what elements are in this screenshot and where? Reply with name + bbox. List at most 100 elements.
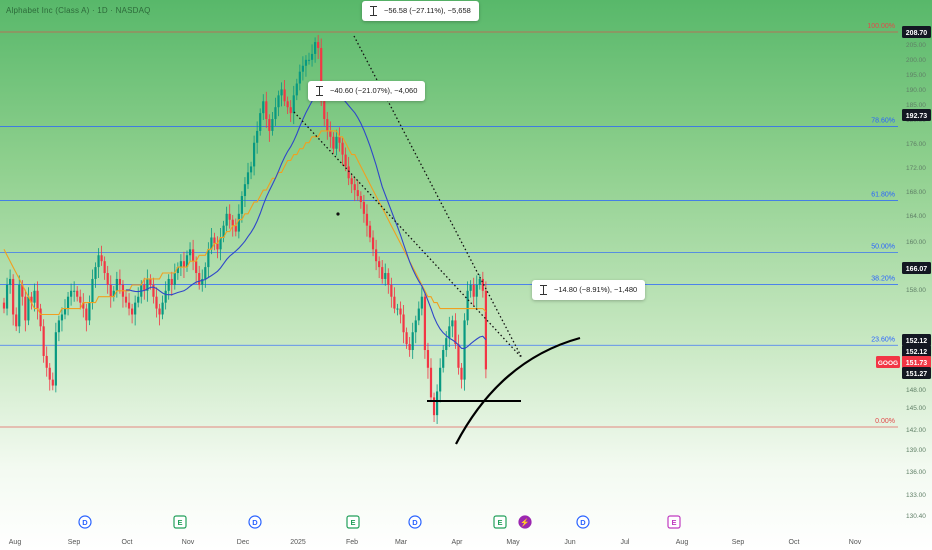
candle-body <box>280 89 283 96</box>
earnings-marker-letter: E <box>177 518 182 527</box>
dividend-marker[interactable] <box>78 515 92 529</box>
candle-body <box>97 255 100 268</box>
dividend-marker-letter: D <box>412 518 418 527</box>
candle-body <box>378 261 381 268</box>
candle-body <box>91 278 94 303</box>
dividend-marker[interactable] <box>408 515 422 529</box>
measure-label-right[interactable]: −14.80 (−8.91%), −1,480 <box>532 280 646 300</box>
earnings-marker[interactable] <box>173 515 187 529</box>
measure-line-mid[interactable] <box>293 111 523 359</box>
candle-body <box>432 397 436 416</box>
time-axis-label: Jun <box>564 539 575 546</box>
candle-body <box>359 196 362 202</box>
price-axis-tick: 130.40 <box>906 513 926 520</box>
candle-body <box>411 332 414 351</box>
candle-body <box>204 267 207 279</box>
time-axis-label: Nov <box>182 539 195 546</box>
candle-body <box>314 42 317 54</box>
candle-body <box>448 326 451 339</box>
price-axis-tick: 176.00 <box>906 141 926 148</box>
candle-body <box>256 130 259 143</box>
candle-body <box>481 278 484 291</box>
price-tag-value: 152.12 <box>906 349 928 356</box>
candle-body <box>2 302 6 309</box>
earnings-marker[interactable] <box>493 515 507 529</box>
time-axis-label: Oct <box>789 539 800 546</box>
candle-body <box>51 379 54 386</box>
candle-body <box>463 320 466 380</box>
candle-body <box>335 136 338 149</box>
candle-body <box>185 255 189 268</box>
price-axis-tick: 172.00 <box>906 165 926 172</box>
candle-body <box>475 284 478 297</box>
earnings-marker[interactable] <box>667 515 681 529</box>
price-tag-value: 151.27 <box>906 371 928 378</box>
price-tag-value: 166.07 <box>906 266 928 273</box>
candle-body <box>94 267 97 279</box>
candle-body <box>445 338 448 351</box>
candle-body <box>320 47 323 102</box>
dividend-marker[interactable] <box>576 515 590 529</box>
candle-body <box>33 290 36 303</box>
candle-body <box>271 119 274 131</box>
fib-level-label: 0.00% <box>875 418 895 425</box>
candle-body <box>39 308 42 327</box>
candle-body <box>259 113 262 131</box>
price-tag <box>902 356 931 368</box>
candle-body <box>326 119 329 131</box>
candle-body <box>466 290 469 321</box>
price-axis-tick: 195.00 <box>906 72 926 79</box>
candle-body <box>88 302 91 321</box>
candle-body <box>371 237 375 250</box>
candle-body <box>152 284 155 297</box>
candle-body <box>63 308 67 315</box>
candle-body <box>399 308 402 315</box>
fib-level-label: 61.80% <box>871 192 895 199</box>
measure-label-mid[interactable]: −40.60 (−21.07%), −4,060 <box>308 81 426 101</box>
candle-body <box>76 290 79 297</box>
dividend-marker[interactable] <box>248 515 262 529</box>
price-axis-tick: 145.00 <box>906 405 926 412</box>
earnings-marker[interactable] <box>346 515 360 529</box>
candle-body <box>362 201 365 214</box>
candle-body <box>292 95 295 114</box>
candle-body <box>137 296 140 303</box>
candle-body <box>103 261 106 274</box>
time-axis-label: 2025 <box>290 539 306 546</box>
candle-body <box>429 367 433 398</box>
candle-body <box>307 59 311 61</box>
candle-body <box>143 284 146 291</box>
candle-body <box>155 296 158 309</box>
candle-body <box>158 308 161 315</box>
price-tag <box>902 109 931 121</box>
split-marker[interactable] <box>518 515 532 529</box>
candle-body <box>262 101 265 114</box>
trend-arc[interactable] <box>455 336 581 445</box>
measure-label-top[interactable]: −56.58 (−27.11%), −5,658 <box>362 1 479 21</box>
price-axis-tick: 185.00 <box>906 102 926 109</box>
candle-body <box>9 278 12 285</box>
candle-body <box>42 326 45 356</box>
candle-body <box>112 290 115 297</box>
candle-body <box>176 267 179 274</box>
candle-body <box>73 290 76 292</box>
price-tag-value: 192.73 <box>906 113 928 120</box>
candle-body <box>167 278 170 291</box>
candle-body <box>323 101 326 120</box>
candle-body <box>301 65 304 72</box>
candle-body <box>368 225 372 238</box>
candle-body <box>356 190 359 197</box>
candle-body <box>109 284 112 297</box>
candle-body <box>408 344 411 351</box>
time-axis-label: Apr <box>452 539 464 546</box>
symbol-header: Alphabet Inc (Class A) · 1D · NASDAQ <box>6 6 151 15</box>
candle-body <box>207 249 210 268</box>
candle-body <box>387 273 390 285</box>
candle-body <box>164 290 167 303</box>
dividend-marker-letter: D <box>82 518 88 527</box>
candle-body <box>451 320 454 327</box>
candle-body <box>54 332 57 386</box>
candle-body <box>289 107 292 114</box>
